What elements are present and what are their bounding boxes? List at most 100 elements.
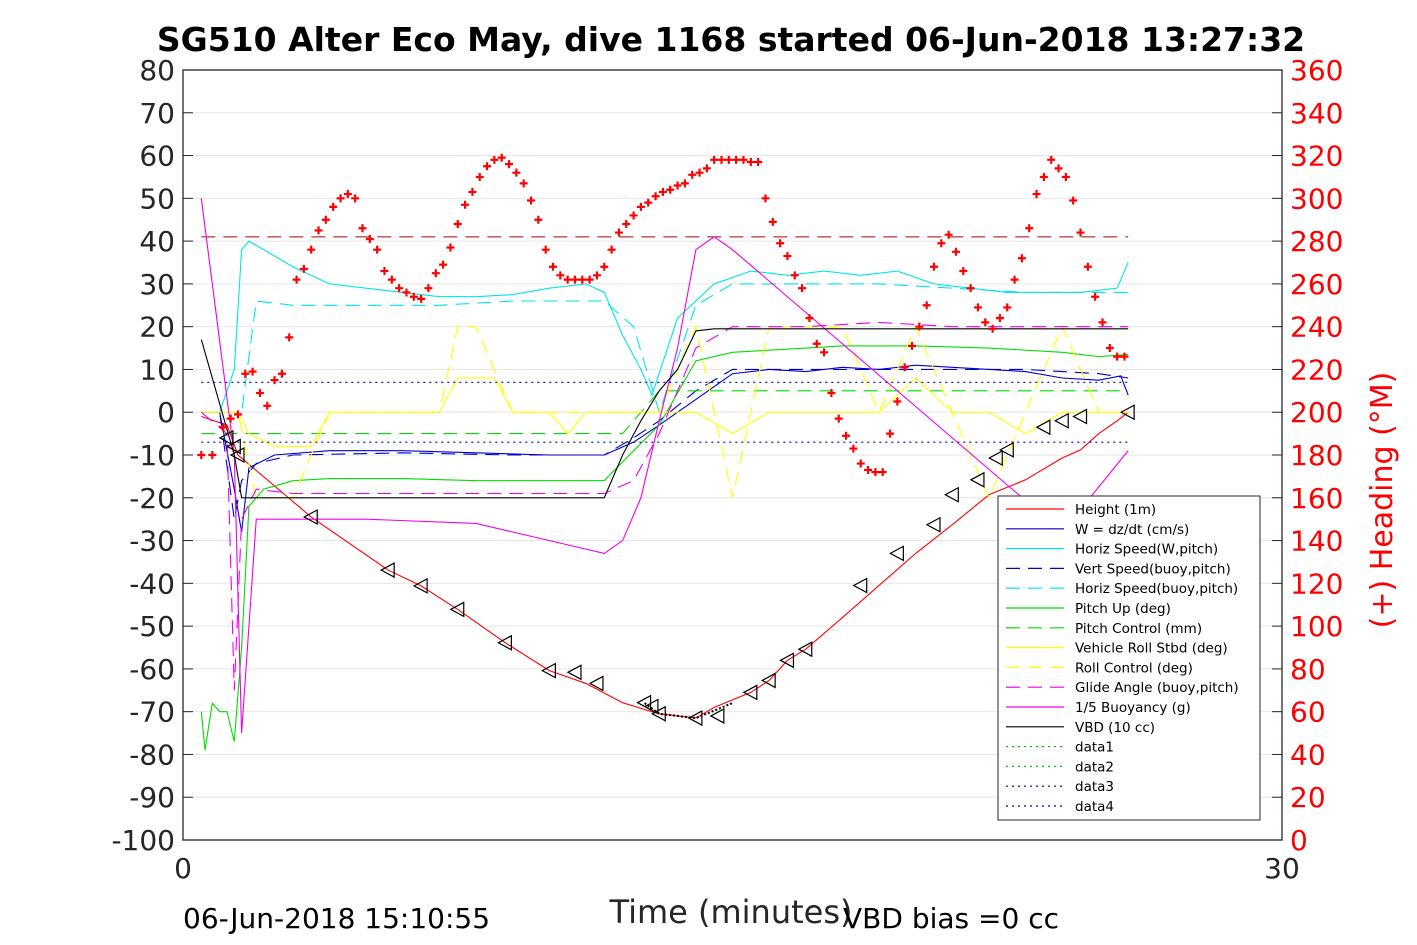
heading-point [783, 252, 792, 261]
heading-point [981, 318, 990, 327]
height-marker [709, 707, 725, 724]
heading-point [629, 211, 638, 220]
heading-point [864, 465, 873, 474]
chart-title: SG510 Alter Eco May, dive 1168 started 0… [157, 20, 1305, 59]
heading-point [1010, 275, 1019, 284]
footer-vbd-bias: VBD bias =0 cc [843, 902, 1059, 935]
y-tick-label: -70 [129, 696, 175, 729]
heading-point [483, 162, 492, 171]
heading-point [219, 423, 228, 432]
heading-point [468, 187, 477, 196]
y2-tick-label: 280 [1290, 225, 1343, 258]
heading-point [776, 239, 785, 248]
heading-point [241, 369, 250, 378]
heading-point [277, 369, 286, 378]
heading-point [395, 284, 404, 293]
y2-tick-label: 180 [1290, 439, 1343, 472]
heading-point [592, 271, 601, 280]
height-marker [1072, 408, 1088, 425]
height-marker [779, 652, 795, 669]
heading-point [343, 190, 352, 199]
bottom-dotted-segment [643, 702, 733, 720]
heading-point [424, 284, 433, 293]
legend-label: data2 [1075, 759, 1114, 775]
heading-point [724, 155, 733, 164]
heading-point [208, 451, 217, 459]
heading-point [658, 187, 667, 196]
heading-point [680, 179, 689, 188]
heading-point [900, 363, 909, 372]
height-marker [1119, 404, 1135, 421]
heading-point [197, 451, 206, 459]
heading-point [292, 275, 301, 284]
height-marker [797, 641, 813, 658]
height-marker [987, 449, 1003, 466]
heading-point [263, 401, 272, 410]
heading-point [548, 262, 557, 271]
heading-point [380, 267, 389, 276]
heading-point [695, 168, 704, 177]
legend-label: data3 [1075, 779, 1114, 795]
heading-point [578, 275, 587, 284]
height-marker [379, 562, 395, 579]
legend-label: 1/5 Buoyancy (g) [1075, 700, 1191, 716]
heading-point [336, 194, 345, 203]
heading-point [915, 322, 924, 331]
heading-point [585, 275, 594, 284]
heading-point [746, 157, 755, 166]
heading-point [512, 168, 521, 177]
y-tick-label: -90 [129, 781, 175, 814]
heading-point [1032, 190, 1041, 199]
heading-point [607, 245, 616, 254]
y-tick-label: 60 [139, 140, 175, 173]
heading-point [937, 239, 946, 248]
height-marker [302, 509, 318, 526]
heading-point [856, 459, 865, 468]
heading-point [893, 397, 902, 406]
height-marker [1035, 419, 1051, 436]
heading-point [622, 220, 631, 228]
heading-point [285, 333, 294, 342]
heading-point [929, 262, 938, 271]
heading-point [922, 301, 931, 310]
series-line [200, 321, 1129, 691]
heading-point [373, 245, 382, 254]
x-tick-label: 0 [174, 852, 192, 885]
y-tick-label: -80 [129, 738, 175, 771]
y2-tick-label: 240 [1290, 311, 1343, 344]
heading-point [666, 185, 675, 194]
heading-point [299, 264, 308, 273]
heading-point [497, 153, 506, 162]
heading-point [878, 468, 887, 477]
heading-point [570, 275, 579, 284]
legend-box [997, 495, 1261, 821]
heading-point [431, 269, 440, 278]
heading-point [871, 468, 880, 477]
heading-point [710, 155, 719, 164]
heading-point [1113, 352, 1122, 361]
y-tick-label: -40 [129, 567, 175, 600]
height-marker [412, 577, 428, 594]
heading-point [1120, 352, 1129, 361]
legend-label: data4 [1075, 799, 1114, 815]
y2-tick-label: 320 [1290, 140, 1343, 173]
y-tick-label: 50 [139, 182, 175, 215]
height-marker [944, 486, 959, 503]
heading-point [556, 271, 565, 280]
y2-tick-label: 80 [1290, 653, 1326, 686]
heading-point [505, 160, 514, 169]
height-marker [588, 675, 604, 692]
heading-point [402, 288, 411, 297]
heading-point [1047, 155, 1056, 164]
heading-point [754, 157, 763, 166]
heading-point [702, 164, 711, 173]
legend-label: W = dz/dt (cm/s) [1075, 522, 1189, 538]
height-marker [742, 684, 758, 701]
heading-point [732, 155, 741, 164]
heading-point [446, 243, 455, 252]
heading-point [321, 215, 330, 224]
heading-point [600, 262, 609, 271]
y-tick-label: -60 [129, 653, 175, 686]
heading-point [908, 341, 917, 350]
